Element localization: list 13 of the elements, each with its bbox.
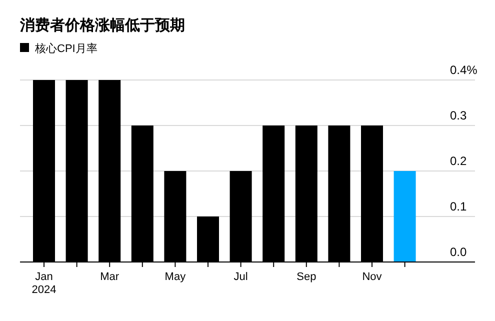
y-tick-label: 0.1 xyxy=(450,200,468,214)
x-tick-label: May xyxy=(164,271,186,283)
x-tick-label: Sep xyxy=(296,271,316,283)
x-tick-label: Jul xyxy=(234,271,248,283)
y-tick-label: 0.4% xyxy=(450,63,478,77)
chart-title: 消费者价格涨幅低于预期 xyxy=(19,17,185,34)
x-tick-label: Nov xyxy=(362,271,382,283)
x-tick-label: Mar xyxy=(100,271,120,283)
y-tick-label: 0.0 xyxy=(450,245,468,259)
legend-label: 核心CPI月率 xyxy=(34,42,98,55)
y-tick-label: 0.2 xyxy=(450,154,468,168)
y-tick-label: 0.3 xyxy=(450,108,468,122)
x-tick-label: Jan 2024 xyxy=(32,271,56,296)
